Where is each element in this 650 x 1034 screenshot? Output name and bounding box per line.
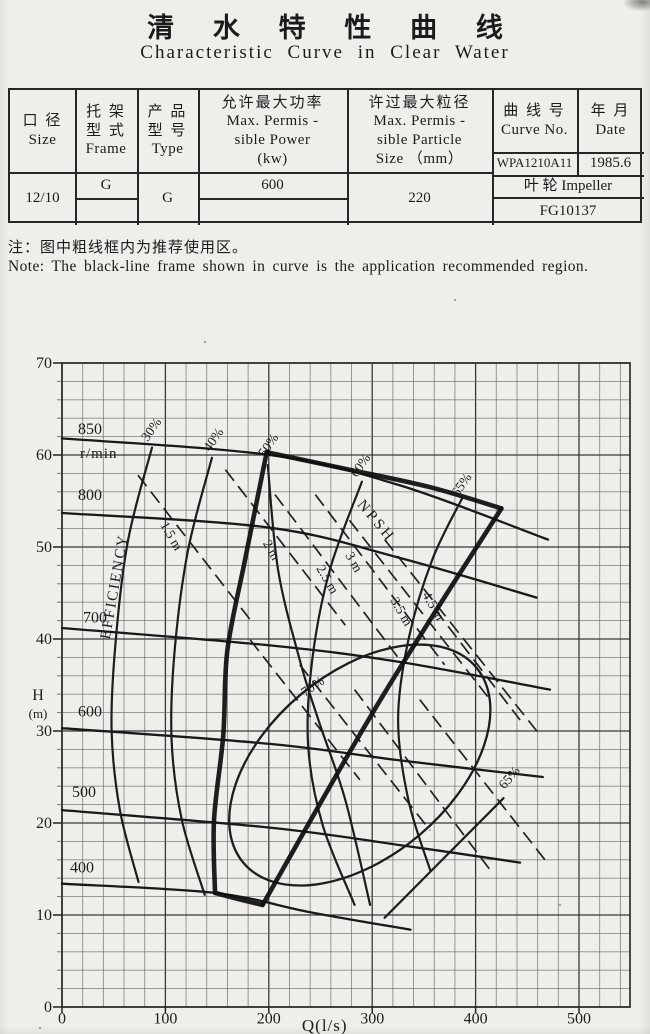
header-size: 口 径 Size bbox=[10, 90, 75, 172]
header-date-zh: 年 月 bbox=[590, 103, 631, 120]
value-type: G bbox=[137, 172, 198, 225]
y-tick-label: 50 bbox=[36, 539, 52, 556]
chart-grid bbox=[61, 362, 631, 1008]
speed-label-400: 400 bbox=[70, 860, 94, 877]
value-size: 12/10 bbox=[10, 172, 75, 225]
header-frame: 托 架 型 式 Frame bbox=[75, 90, 137, 172]
header-max-particle-en2: sible Particle bbox=[377, 132, 462, 148]
header-max-particle-zh: 许过最大粒径 bbox=[368, 94, 471, 111]
value-max-power-text: 600 bbox=[261, 176, 284, 193]
y-tick-label: 70 bbox=[36, 355, 52, 372]
speed-curve-400 bbox=[60, 882, 412, 931]
header-max-power-zh: 允许最大功率 bbox=[221, 94, 324, 111]
efficiency-contour-70 bbox=[228, 643, 492, 887]
value-max-particle: 220 bbox=[347, 172, 492, 225]
npsh-family-label: NPSH bbox=[354, 497, 399, 546]
npsh-value-label: 2.5 m bbox=[313, 562, 342, 597]
header-max-power-en1: Max. Permis - bbox=[226, 113, 319, 130]
value-impeller-no-text: FG10137 bbox=[539, 202, 597, 219]
efficiency-curve bbox=[170, 456, 213, 896]
header-frame-en: Frame bbox=[85, 141, 127, 158]
header-type-en: Type bbox=[151, 141, 184, 158]
value-max-particle-text: 220 bbox=[408, 190, 431, 207]
efficiency-label: 30% bbox=[138, 415, 164, 444]
header-frame-zh2: 型 式 bbox=[86, 122, 126, 139]
x-tick-label: 0 bbox=[58, 1011, 66, 1028]
y-tick-label: 60 bbox=[36, 447, 52, 464]
table-line bbox=[75, 198, 137, 200]
header-curve-no-zh: 曲 线 号 bbox=[503, 103, 566, 120]
header-max-particle-en3: Size （mm） bbox=[375, 150, 464, 167]
y-axis-label: H bbox=[32, 687, 44, 704]
value-type-text: G bbox=[162, 190, 173, 207]
recommended-region-frame bbox=[211, 449, 504, 908]
y-tick-label: 10 bbox=[36, 907, 52, 924]
npsh-value-label: 1.5 m bbox=[157, 519, 186, 554]
header-size-en: Size bbox=[28, 132, 57, 148]
npsh-value-label: 4.5 m bbox=[419, 589, 448, 624]
table-line bbox=[198, 198, 347, 200]
x-tick-label: 100 bbox=[153, 1011, 177, 1028]
value-size-text: 12/10 bbox=[25, 190, 60, 207]
speed-label-800: 800 bbox=[78, 487, 102, 504]
value-date-text: 1985.6 bbox=[589, 155, 632, 172]
y-tick-label: 20 bbox=[36, 815, 52, 832]
x-axis-label: Q(l/s) bbox=[302, 1016, 348, 1034]
value-frame-text: G bbox=[100, 176, 112, 193]
value-max-power: 600 bbox=[198, 172, 347, 198]
value-curve-no: WPA1210A11 bbox=[492, 152, 577, 175]
y-tick-label: 40 bbox=[36, 631, 52, 648]
header-type-zh2: 型 号 bbox=[147, 122, 188, 139]
page-title-english: Characteristic Curve in Clear Water bbox=[140, 42, 510, 63]
speed-label-500: 500 bbox=[72, 784, 96, 801]
npsh-isolines bbox=[137, 469, 546, 871]
header-max-power-en2: sible Power bbox=[234, 132, 311, 148]
header-size-zh: 口 径 bbox=[22, 113, 63, 130]
page-title-chinese: 清 水 特 性 曲 线 bbox=[147, 13, 519, 43]
x-tick-label: 200 bbox=[257, 1011, 281, 1028]
speed-curve-600 bbox=[60, 727, 544, 779]
value-date: 1985.6 bbox=[577, 152, 644, 175]
region-frame-right bbox=[260, 506, 504, 908]
header-type-zh1: 产 品 bbox=[147, 103, 188, 120]
header-type: 产 品 型 号 Type bbox=[137, 90, 198, 172]
x-tick-label: 500 bbox=[567, 1011, 591, 1028]
speed-curve-800 bbox=[60, 511, 538, 599]
value-impeller: 叶 轮 Impeller bbox=[492, 175, 644, 197]
header-max-power-en3: (kw) bbox=[257, 150, 288, 167]
speed-label-600: 600 bbox=[78, 703, 102, 720]
header-max-particle-en1: Max. Permis - bbox=[373, 113, 466, 130]
header-date: 年 月 Date bbox=[577, 90, 644, 152]
value-impeller-text: 叶 轮 Impeller bbox=[523, 177, 613, 194]
pump-spec-table: 口 径 Size 托 架 型 式 Frame 产 品 型 号 Type 允许最大… bbox=[8, 88, 644, 225]
value-curve-no-text: WPA1210A11 bbox=[496, 155, 573, 171]
scan-specks bbox=[38, 298, 622, 1030]
header-curve-no: 曲 线 号 Curve No. bbox=[492, 90, 577, 152]
note-chinese: 注：图中粗线框内为推荐使用区。 bbox=[8, 240, 249, 256]
header-frame-zh1: 托 架 bbox=[86, 103, 126, 120]
value-impeller-no: FG10137 bbox=[492, 197, 644, 225]
y-tick-label: 30 bbox=[36, 723, 52, 740]
x-tick-label: 400 bbox=[464, 1011, 488, 1028]
y-axis-label: (m) bbox=[29, 706, 48, 721]
x-tick-label: 300 bbox=[360, 1011, 384, 1028]
header-max-particle: 许过最大粒径 Max. Permis - sible Particle Size… bbox=[347, 90, 492, 172]
header-date-en: Date bbox=[595, 122, 626, 138]
header-curve-no-en: Curve No. bbox=[501, 122, 568, 138]
efficiency-curve bbox=[396, 497, 464, 871]
npsh-value-label: 3 m bbox=[342, 549, 366, 575]
note-english: Note: The black-line frame shown in curv… bbox=[8, 258, 589, 275]
y-tick-label: 0 bbox=[44, 999, 52, 1016]
value-frame: G bbox=[75, 172, 137, 198]
speed-label-850: 850 bbox=[78, 421, 102, 438]
speed-unit-label: r/min bbox=[80, 446, 118, 462]
header-max-power: 允许最大功率 Max. Permis - sible Power (kw) bbox=[198, 90, 347, 172]
